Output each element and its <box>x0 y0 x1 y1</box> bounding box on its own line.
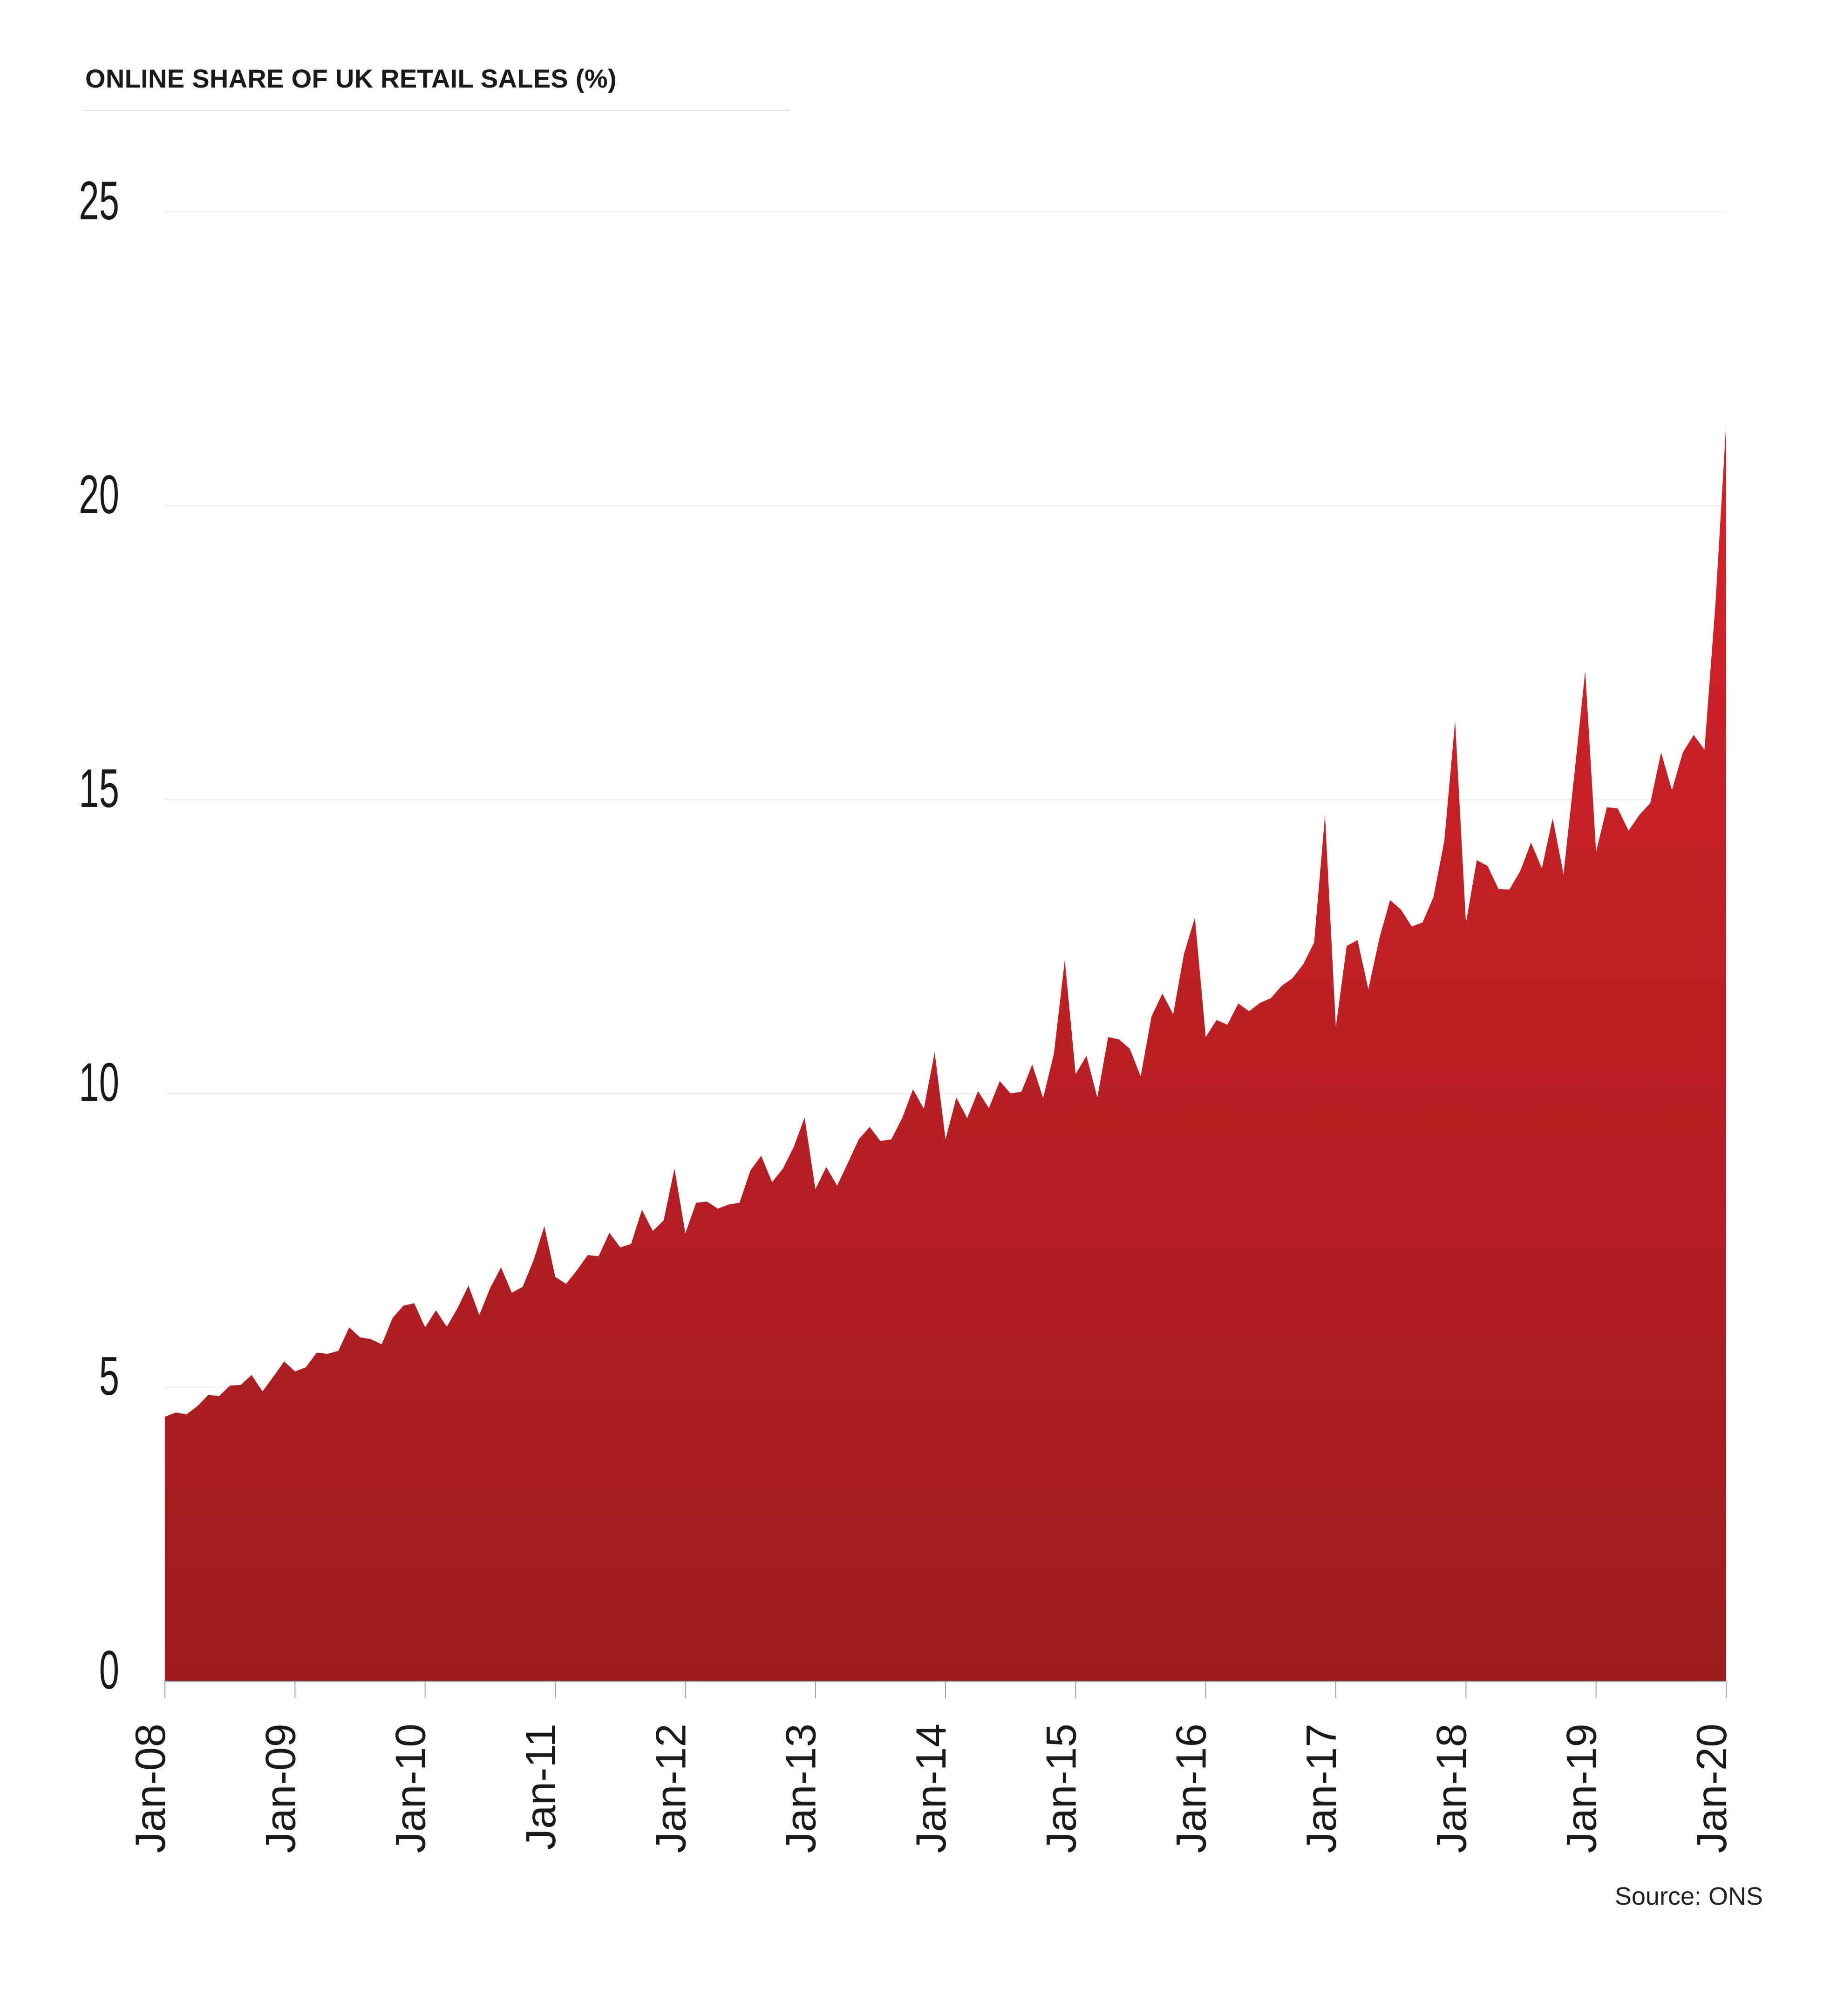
svg-text:Jan-12: Jan-12 <box>647 1724 694 1853</box>
svg-text:20: 20 <box>79 464 119 525</box>
svg-text:10: 10 <box>79 1052 119 1113</box>
svg-text:Jan-18: Jan-18 <box>1428 1724 1475 1853</box>
svg-text:Jan-16: Jan-16 <box>1168 1724 1215 1853</box>
svg-text:Jan-11: Jan-11 <box>517 1724 565 1850</box>
svg-text:Jan-20: Jan-20 <box>1688 1724 1735 1853</box>
svg-text:25: 25 <box>79 170 119 231</box>
svg-text:Jan-13: Jan-13 <box>778 1724 825 1853</box>
svg-text:Jan-10: Jan-10 <box>388 1724 435 1853</box>
svg-text:Jan-15: Jan-15 <box>1038 1724 1085 1853</box>
svg-text:Jan-08: Jan-08 <box>127 1724 174 1853</box>
svg-text:Source: ONS: Source: ONS <box>1615 1882 1763 1910</box>
svg-text:Jan-14: Jan-14 <box>908 1724 955 1853</box>
svg-text:Jan-09: Jan-09 <box>257 1724 304 1853</box>
svg-text:15: 15 <box>79 758 119 819</box>
svg-text:0: 0 <box>99 1640 119 1701</box>
svg-text:5: 5 <box>99 1346 119 1407</box>
svg-text:Jan-17: Jan-17 <box>1298 1724 1345 1853</box>
svg-text:Jan-19: Jan-19 <box>1558 1724 1606 1853</box>
